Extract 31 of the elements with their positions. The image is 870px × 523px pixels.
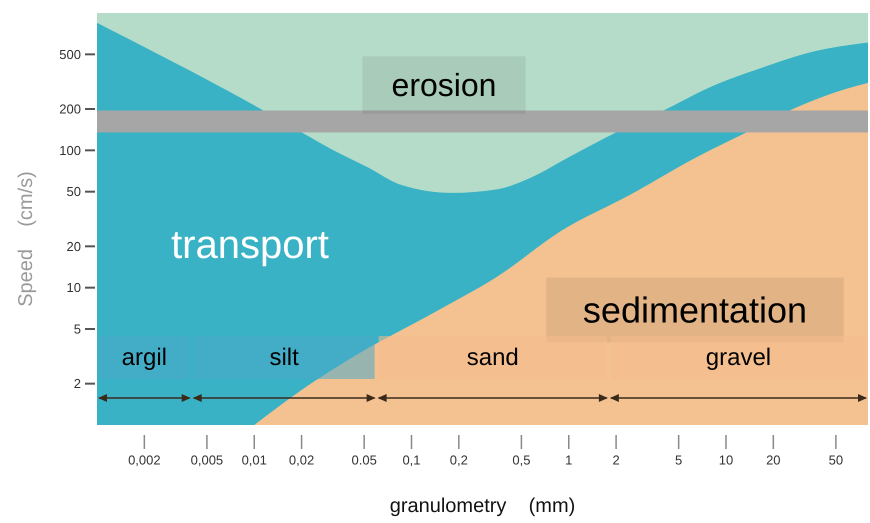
x-tick-label: 0,02 bbox=[288, 452, 314, 468]
band-label: silt bbox=[269, 344, 300, 371]
band-label: sand bbox=[466, 344, 519, 371]
x-tick-label: 1 bbox=[565, 452, 572, 468]
y-tick-label: 20 bbox=[66, 238, 81, 254]
x-tick-label: 0,2 bbox=[450, 452, 468, 468]
y-tick-label: 200 bbox=[59, 101, 81, 116]
x-tick-label: 10 bbox=[718, 452, 734, 468]
x-tick-label: 20 bbox=[766, 452, 781, 468]
y-tick-label: 10 bbox=[66, 280, 81, 296]
series-label: sedimentation bbox=[582, 290, 808, 330]
x-tick-label: 50 bbox=[828, 452, 844, 468]
x-tick-label: 0,002 bbox=[128, 452, 161, 468]
x-tick-label: 0,005 bbox=[190, 452, 224, 468]
y-axis-title: Speed (cm/s) bbox=[15, 171, 37, 307]
band-label: gravel bbox=[706, 344, 772, 371]
y-tick-label: 5 bbox=[74, 322, 81, 337]
x-axis-title: granulometry (mm) bbox=[390, 495, 576, 517]
series-label: erosion bbox=[392, 67, 496, 103]
y-tick-label: 100 bbox=[59, 142, 81, 158]
series-label: transport bbox=[171, 223, 329, 267]
y-tick-label: 50 bbox=[66, 184, 81, 200]
y-tick-label: 500 bbox=[59, 46, 81, 62]
x-tick-label: 0,01 bbox=[242, 452, 267, 468]
x-tick-label: 0,5 bbox=[512, 452, 530, 468]
y-tick-label: 2 bbox=[74, 376, 81, 392]
x-tick-label: 5 bbox=[675, 452, 682, 468]
band-label: argil bbox=[122, 344, 168, 371]
x-tick-label: 0,1 bbox=[402, 452, 421, 468]
x-tick-label: 2 bbox=[612, 452, 620, 468]
x-tick-label: 0.05 bbox=[352, 452, 377, 468]
